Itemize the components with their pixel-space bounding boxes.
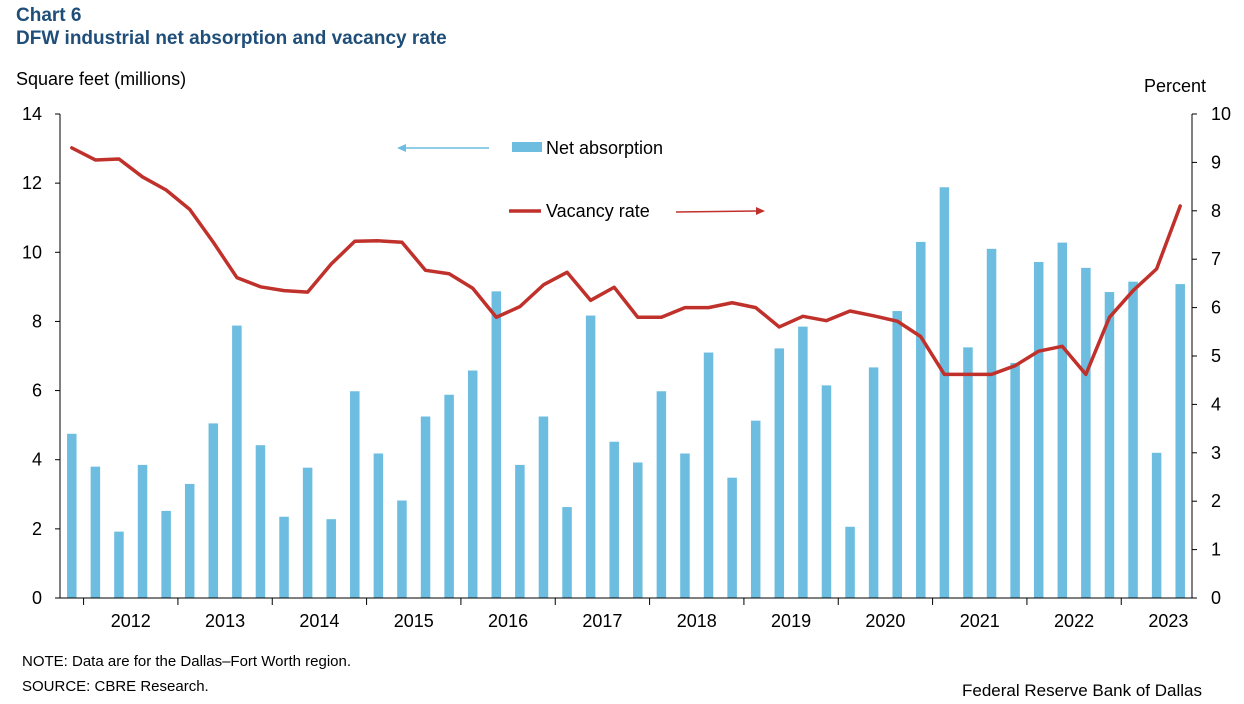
right-axis-label: Percent	[1143, 76, 1206, 96]
left-axis-label: Square feet (millions)	[16, 69, 187, 89]
absorption-bar	[232, 325, 242, 598]
chart-title: Chart 6 DFW industrial net absorption an…	[16, 4, 447, 50]
x-tick-label: 2013	[205, 611, 245, 631]
legend: Net absorption Vacancy rate	[397, 138, 765, 221]
absorption-bar	[302, 467, 313, 598]
absorption-bar	[208, 423, 219, 598]
left-tick-label: 14	[22, 104, 42, 124]
right-tick-label: 1	[1211, 540, 1221, 560]
legend-label-absorption: Net absorption	[546, 138, 663, 158]
absorption-bar	[892, 311, 902, 598]
absorption-bar	[1151, 452, 1162, 598]
x-tick-label: 2023	[1148, 611, 1188, 631]
absorption-bar	[467, 370, 478, 598]
absorption-bar	[137, 464, 148, 598]
absorption-bar	[1104, 292, 1115, 598]
left-tick-label: 4	[32, 450, 42, 470]
right-tick-label: 9	[1211, 152, 1221, 172]
absorption-bar	[633, 462, 643, 598]
right-tick-label: 5	[1211, 346, 1221, 366]
absorption-bar	[114, 531, 124, 598]
absorption-bar	[1057, 242, 1068, 598]
absorption-bar	[90, 466, 101, 598]
absorption-bar	[680, 453, 690, 598]
right-tick-label: 0	[1211, 588, 1221, 608]
source-text: SOURCE: CBRE Research.	[22, 678, 209, 695]
left-tick-label: 0	[32, 588, 42, 608]
absorption-bar	[373, 453, 384, 598]
absorption-bar	[420, 416, 431, 598]
absorption-bar	[67, 433, 77, 598]
right-tick-label: 10	[1211, 104, 1231, 124]
absorption-bar	[1010, 362, 1020, 598]
absorption-bar	[444, 394, 454, 598]
left-tick-label: 12	[22, 173, 42, 193]
x-tick-label: 2014	[299, 611, 339, 631]
absorption-bar	[562, 507, 572, 598]
absorption-bar	[656, 391, 667, 598]
x-tick-label: 2017	[582, 611, 622, 631]
absorption-bar	[609, 441, 619, 598]
chart-label: Chart 6	[16, 5, 82, 26]
arrow-right-icon	[675, 207, 765, 215]
left-tick-label: 10	[22, 242, 42, 262]
left-tick-label: 2	[32, 519, 42, 539]
left-tick-label: 8	[32, 311, 42, 331]
absorption-bar	[939, 187, 950, 598]
absorption-bar	[585, 315, 596, 598]
absorption-bar	[161, 510, 171, 598]
right-tick-label: 8	[1211, 201, 1221, 221]
absorption-bar	[538, 416, 549, 598]
absorption-bar	[727, 477, 737, 598]
right-tick-label: 6	[1211, 298, 1221, 318]
x-tick-label: 2018	[677, 611, 717, 631]
absorption-bar	[279, 516, 289, 598]
absorption-bar	[750, 420, 761, 598]
chart-title-text: DFW industrial net absorption and vacanc…	[16, 28, 447, 49]
left-tick-label: 6	[32, 381, 42, 401]
bar-series	[67, 187, 1185, 599]
absorption-bar	[1128, 281, 1138, 598]
absorption-bar	[326, 519, 336, 598]
right-tick-label: 7	[1211, 249, 1221, 269]
x-tick-label: 2020	[865, 611, 905, 631]
arrow-left-icon	[397, 144, 489, 152]
credit-text: Federal Reserve Bank of Dallas	[961, 681, 1202, 700]
absorption-bar	[821, 385, 832, 598]
absorption-bar	[798, 326, 808, 598]
absorption-bar	[1081, 267, 1091, 598]
absorption-bar	[845, 526, 855, 598]
absorption-bar	[255, 445, 266, 598]
legend-label-vacancy: Vacancy rate	[546, 201, 650, 221]
line-series	[70, 146, 1182, 377]
absorption-bar	[963, 347, 973, 598]
absorption-bar	[491, 291, 502, 598]
x-tick-label: 2021	[960, 611, 1000, 631]
absorption-bar	[703, 352, 714, 598]
x-tick-label: 2015	[394, 611, 434, 631]
right-tick-label: 2	[1211, 491, 1221, 511]
legend-swatch-absorption	[512, 142, 542, 152]
vacancy-rate-line	[70, 146, 1182, 377]
absorption-bar	[1033, 261, 1044, 598]
absorption-bar	[916, 241, 926, 598]
x-tick-label: 2012	[111, 611, 151, 631]
absorption-bar	[397, 500, 407, 598]
absorption-bar	[184, 483, 195, 598]
absorption-bar	[515, 464, 525, 598]
absorption-bar	[350, 391, 360, 598]
absorption-bar	[868, 367, 879, 598]
right-tick-label: 3	[1211, 443, 1221, 463]
note-text: NOTE: Data are for the Dallas–Fort Worth…	[22, 653, 352, 670]
x-tick-label: 2019	[771, 611, 811, 631]
absorption-bar	[1175, 284, 1185, 598]
absorption-bar	[774, 348, 785, 598]
x-tick-label: 2016	[488, 611, 528, 631]
right-tick-label: 4	[1211, 394, 1221, 414]
x-tick-label: 2022	[1054, 611, 1094, 631]
absorption-bar	[986, 248, 997, 599]
